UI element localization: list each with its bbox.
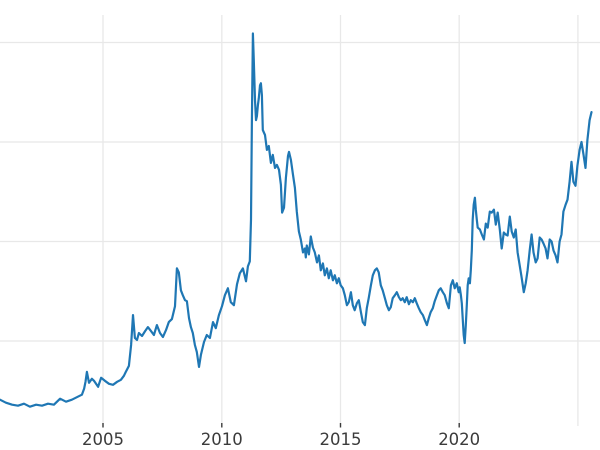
price-series-line — [0, 32, 593, 408]
grid-lines — [0, 15, 600, 426]
x-tick-label: 2005 — [82, 430, 124, 449]
x-axis-ticks — [102, 423, 460, 428]
x-axis-tick-labels: 2005 2010 2015 2020 — [82, 430, 480, 449]
x-tick-label: 2020 — [438, 430, 480, 449]
x-tick-label: 2010 — [201, 430, 243, 449]
x-tick-label: 2015 — [320, 430, 362, 449]
